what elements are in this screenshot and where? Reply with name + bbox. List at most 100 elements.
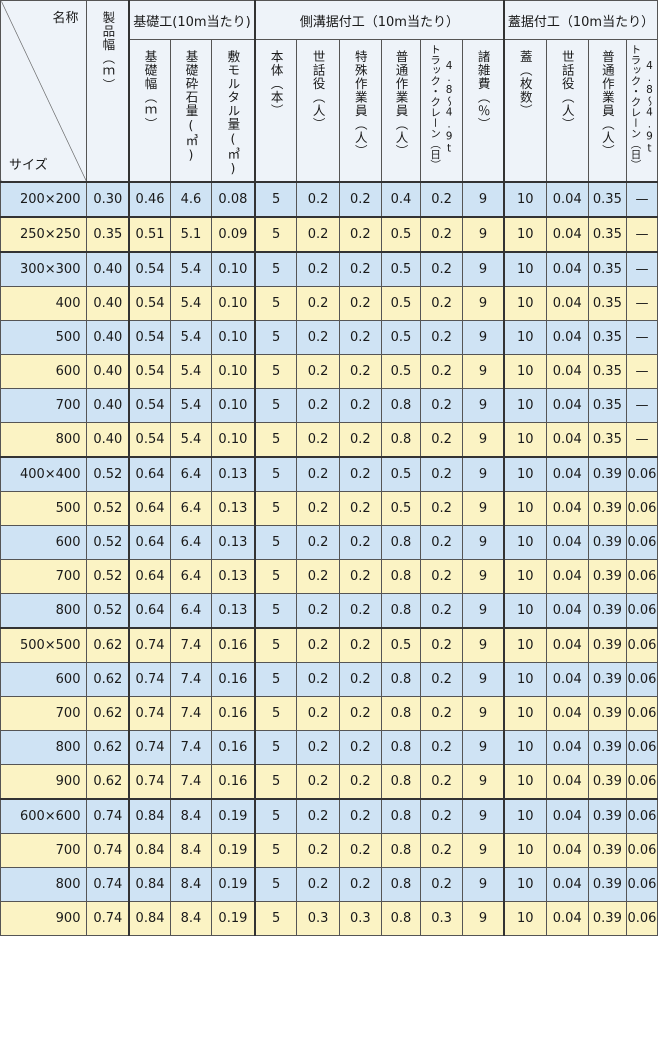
table-row: 700 0.52 0.64 6.4 0.13 5 0.2 0.2 0.8 0.2 9 10 0.04 0.… xyxy=(0,558,658,594)
cell-futa-futsu: 0.39 xyxy=(587,832,627,868)
cell-futa: 10 xyxy=(502,763,547,799)
cell-sewayaku: 0.2 xyxy=(296,285,340,321)
cell-shiki-mortar: 0.19 xyxy=(211,900,256,936)
cell-futa-sewayaku: 0.04 xyxy=(545,763,589,799)
cell-shiki-mortar: 0.13 xyxy=(211,524,256,560)
cell-shiki-mortar: 0.10 xyxy=(211,353,256,389)
cell-futa: 10 xyxy=(502,558,547,594)
cell-tokushu: 0.2 xyxy=(338,490,382,526)
cell-futa-futsu: 0.35 xyxy=(587,250,627,287)
cell-sewayaku: 0.2 xyxy=(296,763,340,799)
cell-hontai: 5 xyxy=(253,285,298,321)
cell-hontai: 5 xyxy=(253,797,298,834)
cell-kiso-saiseki: 6.4 xyxy=(169,455,213,492)
cell-shozappi: 9 xyxy=(462,592,505,628)
cell-futsu: 0.8 xyxy=(380,661,422,697)
cell-size: 600×600 xyxy=(0,797,88,834)
cell-size: 300×300 xyxy=(0,250,88,287)
cell-sewayaku: 0.2 xyxy=(296,319,340,355)
cell-kiso-haba: 0.54 xyxy=(128,421,171,457)
cell-product-width: 0.40 xyxy=(86,319,130,355)
cell-kiso-haba: 0.84 xyxy=(128,797,171,834)
cell-futa-futsu: 0.35 xyxy=(587,421,627,457)
cell-tokushu: 0.2 xyxy=(338,455,382,492)
cell-kiso-haba: 0.74 xyxy=(128,661,171,697)
cell-futa: 10 xyxy=(502,285,547,321)
cell-kiso-saiseki: 7.4 xyxy=(169,661,213,697)
cell-shiki-mortar: 0.19 xyxy=(211,866,256,902)
cell-sewayaku: 0.3 xyxy=(296,900,340,936)
cell-tokushu: 0.2 xyxy=(338,319,382,355)
table-body: 200×200 0.30 0.46 4.6 0.08 5 0.2 0.2 0.4 0.2 9 10 0.… xyxy=(0,181,658,936)
cell-hontai: 5 xyxy=(253,490,298,526)
cell-shiki-mortar: 0.10 xyxy=(211,285,256,321)
cell-futsu: 0.8 xyxy=(380,695,422,731)
cell-futa: 10 xyxy=(502,592,547,628)
header-crane: 4.8〜4.9t トラック・クレーン（日） xyxy=(419,39,464,182)
cell-tokushu: 0.2 xyxy=(338,558,382,594)
table-row: 600 0.52 0.64 6.4 0.13 5 0.2 0.2 0.8 0.2 9 10 0.04 0.… xyxy=(0,524,658,560)
cell-crane: 0.2 xyxy=(419,490,464,526)
cell-futa-futsu: 0.39 xyxy=(587,695,627,731)
cell-shozappi: 9 xyxy=(462,695,505,731)
cell-futa-crane: 0.06 xyxy=(625,490,658,526)
cell-tokushu: 0.2 xyxy=(338,592,382,628)
cell-kiso-saiseki: 7.4 xyxy=(169,729,213,765)
cell-tokushu: 0.2 xyxy=(338,866,382,902)
cell-sewayaku: 0.2 xyxy=(296,626,340,663)
cell-product-width: 0.62 xyxy=(86,661,130,697)
cell-futa-crane: — xyxy=(625,181,658,217)
cell-size: 800 xyxy=(0,421,88,457)
cell-futa-sewayaku: 0.04 xyxy=(545,181,589,217)
cell-shozappi: 9 xyxy=(462,626,505,663)
cell-crane: 0.2 xyxy=(419,797,464,834)
cell-sewayaku: 0.2 xyxy=(296,729,340,765)
futa-crane-ton-label: 4.8〜4.9t xyxy=(643,59,656,155)
cell-futa-crane: — xyxy=(625,285,658,321)
table-row: 700 0.62 0.74 7.4 0.16 5 0.2 0.2 0.8 0.2 9 10 0.04 0.… xyxy=(0,695,658,731)
cell-futa-futsu: 0.39 xyxy=(587,900,627,936)
cell-sewayaku: 0.2 xyxy=(296,250,340,287)
cell-shozappi: 9 xyxy=(462,729,505,765)
cell-size: 700 xyxy=(0,832,88,868)
cell-tokushu: 0.2 xyxy=(338,215,382,252)
cell-futa: 10 xyxy=(502,319,547,355)
cell-futa: 10 xyxy=(502,524,547,560)
cell-futa-sewayaku: 0.04 xyxy=(545,387,589,423)
cell-tokushu: 0.2 xyxy=(338,661,382,697)
cell-crane: 0.2 xyxy=(419,832,464,868)
cell-product-width: 0.62 xyxy=(86,729,130,765)
cell-futa: 10 xyxy=(502,215,547,252)
cell-crane: 0.2 xyxy=(419,524,464,560)
cell-shiki-mortar: 0.10 xyxy=(211,387,256,423)
cell-futa-sewayaku: 0.04 xyxy=(545,490,589,526)
cell-futa-crane: 0.06 xyxy=(625,524,658,560)
cell-futa-futsu: 0.39 xyxy=(587,763,627,799)
cell-product-width: 0.62 xyxy=(86,763,130,799)
cell-kiso-haba: 0.74 xyxy=(128,729,171,765)
cell-shiki-mortar: 0.13 xyxy=(211,490,256,526)
cell-futa-crane: — xyxy=(625,319,658,355)
cell-futa-sewayaku: 0.04 xyxy=(545,455,589,492)
cell-tokushu: 0.2 xyxy=(338,353,382,389)
cell-crane: 0.2 xyxy=(419,421,464,457)
cell-sewayaku: 0.2 xyxy=(296,695,340,731)
cell-size: 400×400 xyxy=(0,455,88,492)
cell-shozappi: 9 xyxy=(462,524,505,560)
cell-crane: 0.2 xyxy=(419,319,464,355)
cell-kiso-saiseki: 5.4 xyxy=(169,387,213,423)
cell-hontai: 5 xyxy=(253,558,298,594)
cell-hontai: 5 xyxy=(253,661,298,697)
cell-futa-crane: 0.06 xyxy=(625,900,658,936)
cell-sewayaku: 0.2 xyxy=(296,353,340,389)
cell-hontai: 5 xyxy=(253,250,298,287)
cell-hontai: 5 xyxy=(253,353,298,389)
cell-shozappi: 9 xyxy=(462,832,505,868)
cell-sewayaku: 0.2 xyxy=(296,661,340,697)
cell-crane: 0.2 xyxy=(419,250,464,287)
cell-kiso-haba: 0.54 xyxy=(128,285,171,321)
cell-futa-crane: 0.06 xyxy=(625,695,658,731)
table-row: 700 0.74 0.84 8.4 0.19 5 0.2 0.2 0.8 0.2 9 10 0.04 0.… xyxy=(0,832,658,868)
cell-tokushu: 0.2 xyxy=(338,387,382,423)
cell-size: 900 xyxy=(0,900,88,936)
